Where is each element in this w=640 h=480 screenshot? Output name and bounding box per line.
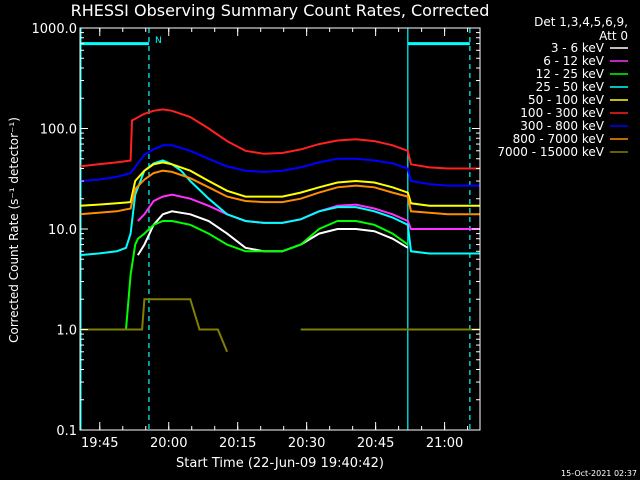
legend-label-1: 3 - 6 keV — [551, 41, 605, 55]
x-tick-label-1: 19:45 — [81, 436, 118, 451]
y-axis-label: Corrected Count Rate (s⁻¹ detector⁻¹) — [7, 117, 21, 343]
y-tick-label-4: 100.0 — [40, 123, 77, 138]
series-line-8 — [79, 169, 480, 216]
series-line-1 — [137, 210, 409, 256]
y-tick-label-2: 1.0 — [56, 324, 77, 339]
series-line-6 — [79, 108, 480, 170]
x-tick-label-3: 20:15 — [219, 436, 256, 451]
legend-label-5: 50 - 100 keV — [528, 93, 605, 107]
x-axis-label: Start Time (22-Jun-09 19:40:42) — [176, 456, 384, 471]
y-axis: 0.1 1.0 10.0 100.0 1000.0 — [32, 22, 480, 439]
legend-label-3: 12 - 25 keV — [536, 67, 605, 81]
legend-label-7: 300 - 800 keV — [520, 119, 604, 133]
x-tick-label-4: 20:30 — [288, 436, 325, 451]
x-tick-label-6: 21:00 — [426, 436, 463, 451]
series-line-9 — [80, 298, 480, 353]
series-line-4 — [79, 159, 480, 257]
x-axis: 19:45 20:00 20:15 20:30 20:45 21:00 — [81, 28, 469, 451]
plot-area — [79, 28, 480, 430]
footer-date: 15-Oct-2021 02:37 — [561, 469, 637, 478]
series-line-3 — [125, 220, 409, 330]
series-line-7 — [79, 144, 480, 187]
legend-label-4: 25 - 50 keV — [536, 80, 605, 94]
chart-title: RHESSI Observing Summary Count Rates, Co… — [71, 1, 490, 20]
legend-header-1: Det 1,3,4,5,6,9, — [534, 15, 628, 29]
x-tick-label-2: 20:00 — [150, 436, 187, 451]
legend-label-8: 800 - 7000 keV — [513, 132, 605, 146]
legend-label-6: 100 - 300 keV — [520, 106, 604, 120]
legend-label-9: 7000 - 15000 keV — [497, 145, 604, 159]
legend-label-2: 6 - 12 keV — [543, 54, 605, 68]
night-marker-label: N — [155, 36, 162, 46]
x-tick-label-5: 20:45 — [357, 436, 394, 451]
y-tick-label-3: 10.0 — [48, 223, 77, 238]
y-tick-label-5: 1000.0 — [32, 22, 78, 37]
y-tick-label-1: 0.1 — [56, 424, 77, 439]
legend-header-2: Att 0 — [599, 29, 628, 43]
series-line-5 — [79, 161, 480, 207]
